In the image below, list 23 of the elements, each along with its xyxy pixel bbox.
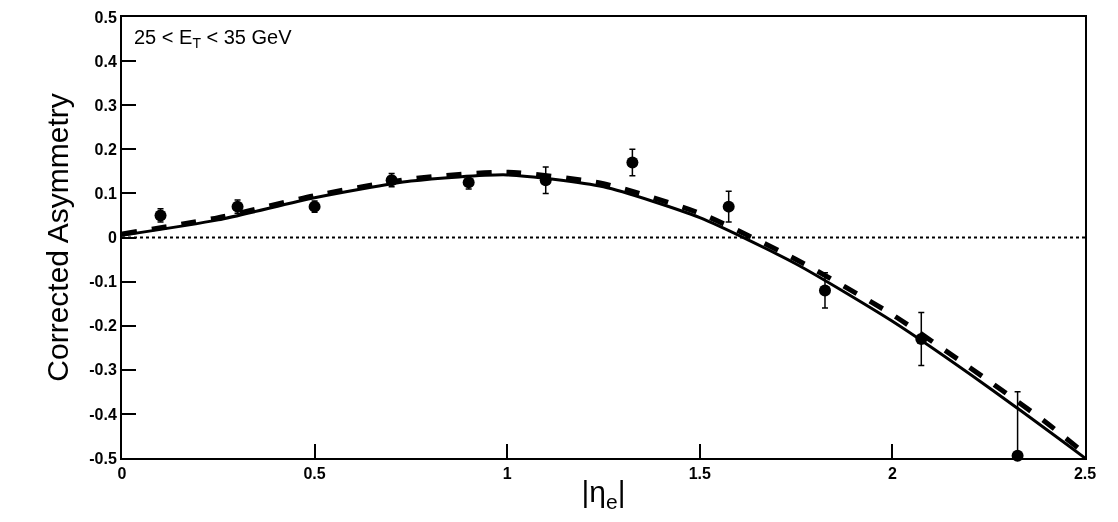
y-tick-label: 0.3 <box>94 96 117 114</box>
point <box>626 156 639 169</box>
x-tick-label: 0.5 <box>303 465 326 483</box>
y-tick-label: -0.4 <box>89 405 117 423</box>
y-tick-label: -0.1 <box>89 273 117 291</box>
point <box>722 200 735 213</box>
x-tick-label: 2 <box>887 465 897 483</box>
annotation: 25 < E$_{T}$ < 35 GeV <box>134 26 293 52</box>
x-axis-title: |η$_{e}$| <box>581 475 626 513</box>
y-axis-title: Corrected Asymmetry <box>40 93 74 382</box>
x-tick-label: 1 <box>502 465 512 483</box>
y-tick-label: 0.5 <box>94 8 117 26</box>
y-tick-label: 0.4 <box>94 52 117 70</box>
y-tick-label: 0 <box>107 229 117 247</box>
y-tick-label: -0.2 <box>89 317 117 335</box>
point <box>819 284 831 297</box>
y-tick-label: 0.1 <box>94 185 117 202</box>
x-tick-label: 2.5 <box>1073 465 1097 483</box>
x-tick-label: 1.5 <box>688 465 712 483</box>
y-tick-label: -0.5 <box>89 449 117 467</box>
y-tick-label: 0.2 <box>94 140 117 158</box>
point <box>915 332 928 345</box>
y-tick-label: -0.3 <box>89 361 117 379</box>
